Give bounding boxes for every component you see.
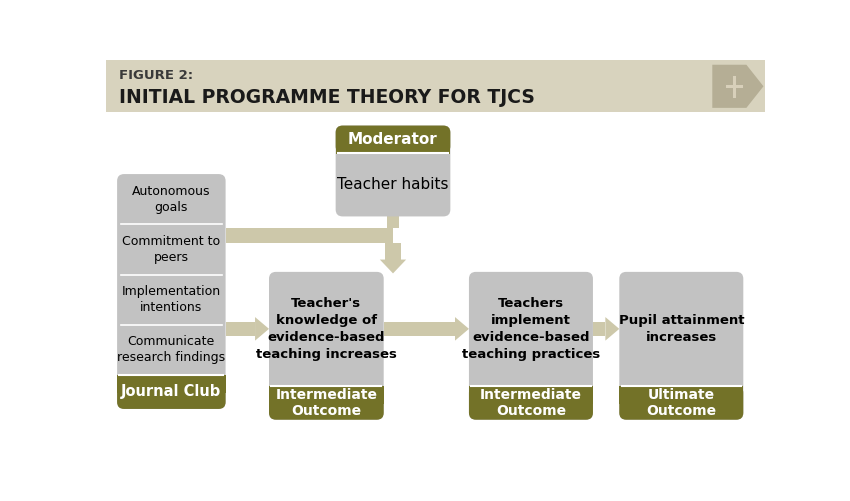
FancyBboxPatch shape	[117, 375, 225, 409]
Polygon shape	[380, 260, 406, 274]
Text: Implementation
intentions: Implementation intentions	[122, 285, 221, 314]
Bar	[383, 322, 455, 336]
Bar	[469, 386, 593, 403]
Text: Teachers
implement
evidence-based
teaching practices: Teachers implement evidence-based teachi…	[462, 297, 600, 361]
Bar	[106, 60, 765, 113]
Bar	[593, 322, 605, 336]
Text: FIGURE 2:: FIGURE 2:	[119, 69, 193, 82]
Text: Journal Club: Journal Club	[122, 384, 222, 399]
FancyBboxPatch shape	[469, 272, 593, 420]
Polygon shape	[605, 317, 620, 341]
Text: Teacher's
knowledge of
evidence-based
teaching increases: Teacher's knowledge of evidence-based te…	[256, 297, 397, 361]
FancyBboxPatch shape	[269, 386, 383, 420]
Bar	[387, 216, 399, 228]
Polygon shape	[712, 65, 763, 108]
FancyBboxPatch shape	[620, 272, 743, 420]
FancyBboxPatch shape	[269, 272, 383, 420]
Text: Communicate
research findings: Communicate research findings	[117, 336, 225, 364]
Polygon shape	[255, 317, 269, 341]
FancyBboxPatch shape	[469, 386, 593, 420]
FancyBboxPatch shape	[336, 126, 450, 153]
Text: Intermediate
Outcome: Intermediate Outcome	[480, 388, 582, 418]
Bar	[117, 375, 225, 393]
FancyBboxPatch shape	[620, 386, 743, 420]
Text: Teacher habits: Teacher habits	[337, 177, 449, 192]
Bar	[385, 243, 400, 260]
Bar	[620, 386, 743, 403]
Bar	[336, 139, 450, 154]
Bar	[269, 386, 383, 403]
Text: Ultimate
Outcome: Ultimate Outcome	[646, 388, 717, 418]
Text: Pupil attainment
increases: Pupil attainment increases	[619, 314, 744, 344]
Text: Commitment to
peers: Commitment to peers	[122, 235, 220, 264]
Text: INITIAL PROGRAMME THEORY FOR TJCS: INITIAL PROGRAMME THEORY FOR TJCS	[119, 88, 535, 107]
FancyBboxPatch shape	[117, 174, 225, 409]
Text: Autonomous
goals: Autonomous goals	[132, 185, 211, 214]
Text: Intermediate
Outcome: Intermediate Outcome	[275, 388, 377, 418]
FancyBboxPatch shape	[336, 126, 450, 216]
Polygon shape	[455, 317, 469, 341]
Text: Moderator: Moderator	[348, 132, 438, 147]
Bar	[225, 322, 255, 336]
Bar	[225, 228, 393, 243]
